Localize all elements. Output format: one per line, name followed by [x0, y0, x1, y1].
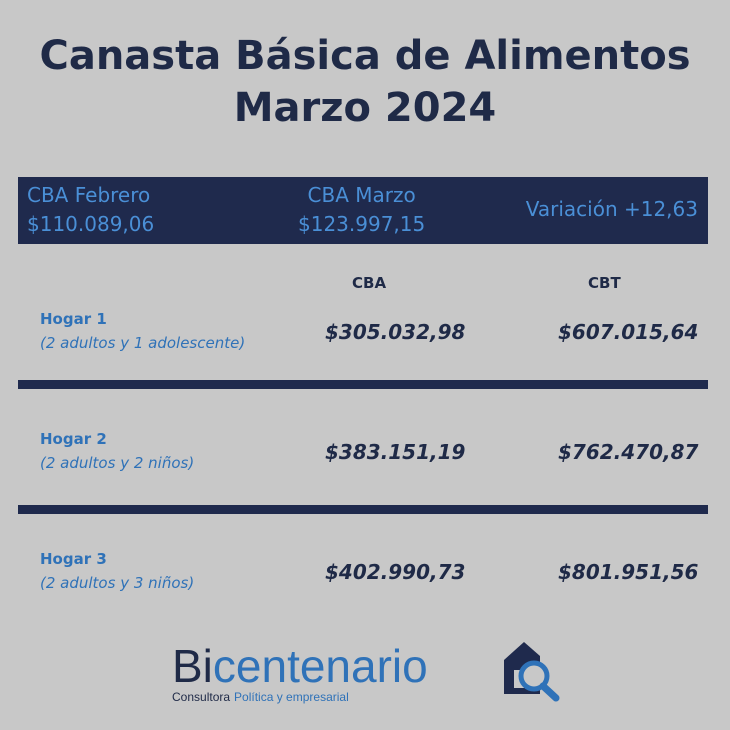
page-title: Canasta Básica de Alimentos Marzo 2024	[0, 30, 730, 134]
house-magnifier-icon	[504, 642, 560, 702]
brand-tagline: Consultora Política y empresarial	[172, 690, 349, 704]
row-divider	[18, 505, 708, 514]
variation-text: Variación +12,63	[525, 197, 698, 221]
household-desc: (2 adultos y 3 niños)	[40, 574, 195, 592]
table-row: Hogar 1 (2 adultos y 1 adolescente) $305…	[0, 310, 730, 370]
household-name: Hogar 1	[40, 310, 107, 328]
brand-prefix: Bi	[172, 640, 213, 692]
brand-rest: centenario	[212, 640, 428, 692]
household-name: Hogar 3	[40, 550, 107, 568]
table-row: Hogar 3 (2 adultos y 3 niños) $402.990,7…	[0, 550, 730, 610]
household-name: Hogar 2	[40, 430, 107, 448]
tagline-sub: Política y empresarial	[234, 690, 349, 704]
summary-banner: CBA Febrero $110.089,06 CBA Marzo $123.9…	[18, 177, 708, 244]
title-line-1: Canasta Básica de Alimentos	[39, 33, 691, 79]
cba-value: $383.151,19	[325, 440, 466, 464]
row-divider	[18, 380, 708, 389]
cba-value: $305.032,98	[325, 320, 466, 344]
column-header-cba: CBA	[352, 274, 387, 292]
mar-value: $123.997,15	[298, 212, 426, 236]
cba-value: $402.990,73	[325, 560, 466, 584]
feb-value: $110.089,06	[27, 212, 155, 236]
brand-logo-text: Bicentenario	[172, 640, 428, 692]
feb-label: CBA Febrero	[27, 183, 151, 207]
household-desc: (2 adultos y 2 niños)	[40, 454, 195, 472]
feb-block: CBA Febrero $110.089,06	[27, 181, 154, 239]
mar-block: CBA Marzo $123.997,15	[298, 181, 425, 239]
cbt-value: $607.015,64	[558, 320, 699, 344]
cbt-value: $762.470,87	[558, 440, 699, 464]
tagline-main: Consultora	[172, 690, 231, 704]
title-line-2: Marzo 2024	[233, 85, 497, 131]
household-desc: (2 adultos y 1 adolescente)	[40, 334, 246, 352]
table-row: Hogar 2 (2 adultos y 2 niños) $383.151,1…	[0, 430, 730, 490]
column-header-cbt: CBT	[588, 274, 621, 292]
cbt-value: $801.951,56	[558, 560, 699, 584]
mar-label: CBA Marzo	[307, 183, 416, 207]
